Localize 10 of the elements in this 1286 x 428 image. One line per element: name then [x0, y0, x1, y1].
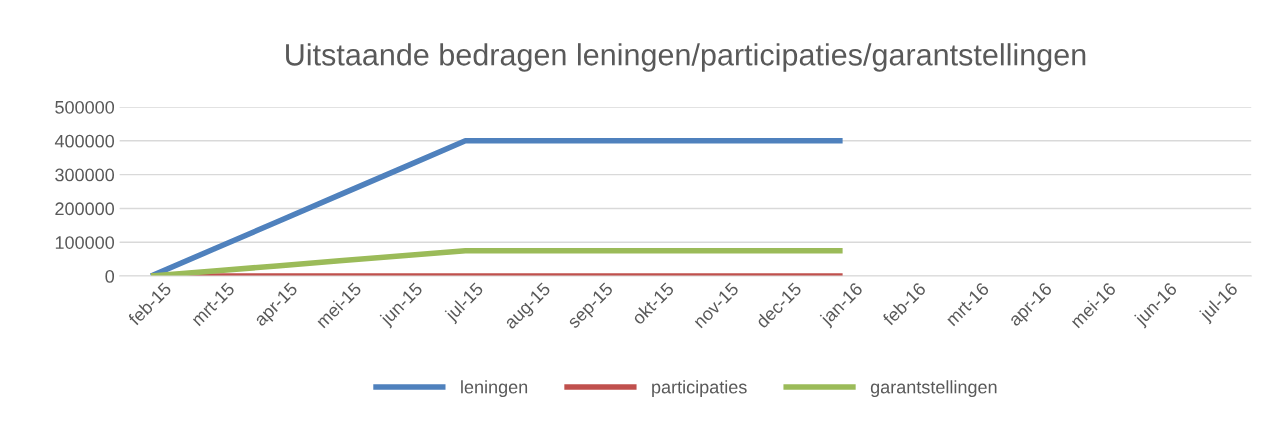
legend-label: participaties: [652, 380, 747, 398]
legend-label: leningen: [461, 380, 528, 398]
legend-label: garantstellingen: [870, 380, 997, 398]
y-tick-label: 400000: [54, 134, 115, 148]
y-tick-label: 0: [105, 269, 115, 283]
y-tick-label: 500000: [55, 100, 115, 114]
y-tick-label: 200000: [55, 202, 115, 216]
y-tick-label: 300000: [55, 168, 115, 182]
chart-title: Uitstaande bedragen leningen/participaties/garantstellingen: [286, 43, 1086, 72]
y-tick-label: 100000: [55, 236, 115, 249]
